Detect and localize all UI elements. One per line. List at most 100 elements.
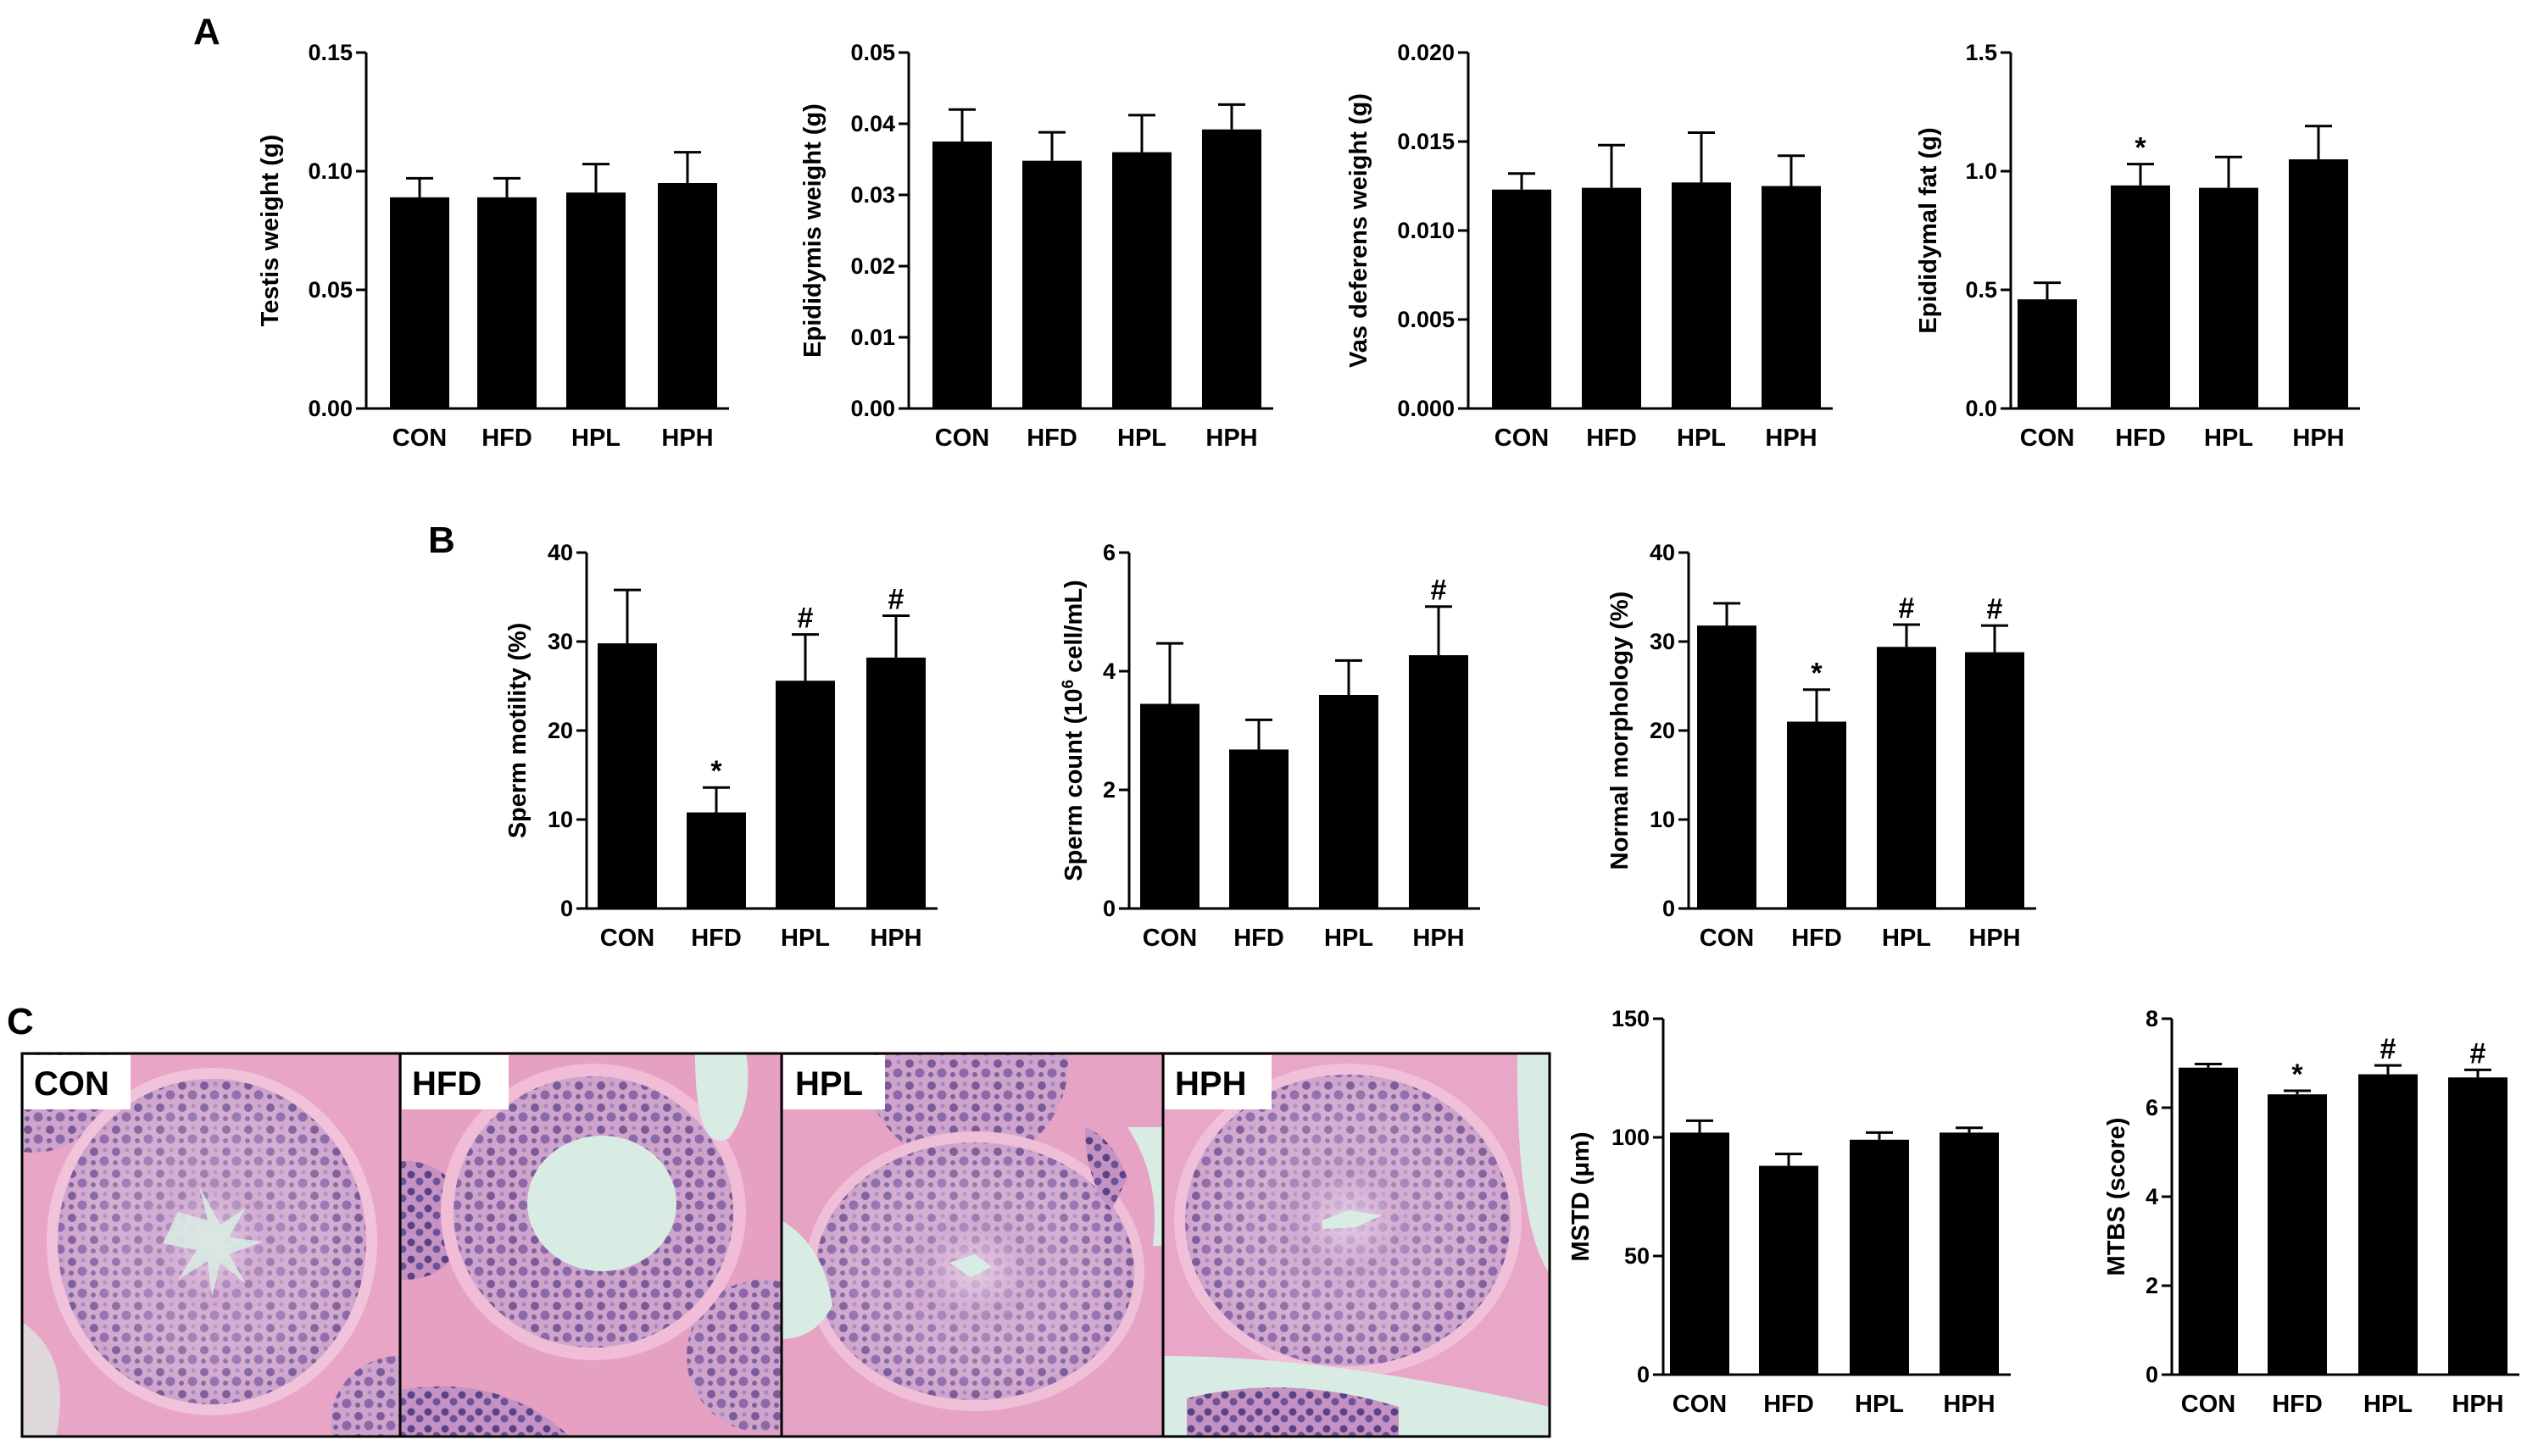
bar-hpl bbox=[1672, 182, 1731, 409]
bar-hpl bbox=[2199, 187, 2258, 408]
significance-marker: * bbox=[2291, 1059, 2303, 1091]
x-tick-label: HPL bbox=[1324, 925, 1373, 952]
y-tick-label: 10 bbox=[1650, 807, 1675, 832]
micrograph-hpl bbox=[782, 1053, 1163, 1437]
y-tick-label: 20 bbox=[548, 718, 573, 743]
y-axis-title: Epididymal fat (g) bbox=[1915, 127, 1942, 333]
x-tick-label: CON bbox=[1673, 1391, 1727, 1418]
significance-marker: # bbox=[2470, 1037, 2486, 1070]
chart-sperm-motility: 0 10 20 30 40 Sperm motility (%) CON * HFD # HPL # H… bbox=[504, 540, 938, 952]
bar-con bbox=[2018, 299, 2077, 408]
significance-marker: # bbox=[1899, 592, 1915, 625]
y-tick-label: 0.000 bbox=[1397, 396, 1455, 421]
panel-letter-a: A bbox=[193, 11, 220, 53]
significance-marker: * bbox=[1811, 658, 1823, 690]
x-tick-label: HPL bbox=[781, 925, 830, 952]
bar-hph bbox=[658, 183, 717, 408]
y-tick-label: 8 bbox=[2146, 1006, 2158, 1031]
y-tick-label: 0.15 bbox=[308, 40, 353, 65]
bar-con bbox=[932, 142, 992, 408]
y-tick-label: 0.020 bbox=[1397, 40, 1455, 65]
chart-epididymal-fat: 0.0 0.5 1.0 1.5 Epididymal fat (g) CON * HFD HPL… bbox=[1915, 40, 2360, 452]
y-tick-label: 0.04 bbox=[850, 111, 895, 136]
significance-marker: # bbox=[1431, 575, 1447, 607]
x-tick-label: CON bbox=[2020, 425, 2074, 452]
y-tick-label: 0.0 bbox=[1965, 396, 1997, 421]
x-tick-label: HFD bbox=[1586, 425, 1637, 452]
y-tick-label: 0 bbox=[1637, 1362, 1650, 1387]
bar-hpl bbox=[1850, 1139, 1909, 1375]
x-tick-label: HFD bbox=[1763, 1391, 1814, 1418]
x-tick-label: HFD bbox=[1791, 925, 1842, 952]
panel-letter-b: B bbox=[428, 520, 455, 561]
bar-con bbox=[1140, 703, 1199, 909]
y-axis-title: Sperm motility (%) bbox=[504, 623, 532, 839]
y-tick-label: 6 bbox=[2146, 1095, 2158, 1120]
x-tick-label: HPH bbox=[1968, 925, 2020, 952]
y-tick-label: 10 bbox=[548, 807, 573, 832]
x-tick-label: HFD bbox=[2115, 425, 2166, 452]
chart-testis-weight: 0.00 0.05 0.10 0.15 Testis weight (g) CON HFD H… bbox=[257, 40, 729, 452]
y-tick-label: 50 bbox=[1624, 1243, 1650, 1269]
y-tick-label: 0.01 bbox=[850, 325, 895, 350]
y-tick-label: 100 bbox=[1611, 1125, 1650, 1150]
bar-hph bbox=[866, 657, 926, 909]
bar-hpl bbox=[1319, 695, 1378, 909]
bar-hfd bbox=[1759, 1165, 1818, 1375]
bar-hfd bbox=[2111, 185, 2170, 409]
micrograph-label-con: CON bbox=[34, 1065, 109, 1103]
bar-hph bbox=[2289, 159, 2348, 408]
y-axis-title: Testis weight (g) bbox=[257, 135, 284, 327]
y-tick-label: 0.03 bbox=[850, 182, 895, 208]
x-tick-label: HPL bbox=[2363, 1391, 2413, 1418]
micrograph-strip: CON HFD HPL HPH bbox=[20, 1052, 1551, 1438]
x-tick-label: CON bbox=[2181, 1391, 2235, 1418]
bar-hfd bbox=[1582, 187, 1641, 408]
bar-hpl bbox=[1112, 152, 1172, 408]
x-tick-label: HPH bbox=[1943, 1391, 1995, 1418]
y-tick-label: 0.10 bbox=[308, 158, 353, 184]
y-tick-label: 0 bbox=[560, 896, 573, 921]
y-tick-label: 150 bbox=[1611, 1006, 1650, 1031]
bar-con bbox=[2179, 1067, 2238, 1375]
x-tick-label: HPH bbox=[1205, 425, 1257, 452]
bar-hph bbox=[1940, 1132, 1999, 1375]
y-tick-label: 0.00 bbox=[850, 396, 895, 421]
y-tick-label: 30 bbox=[1650, 629, 1675, 654]
x-tick-label: HPH bbox=[2452, 1391, 2503, 1418]
y-tick-label: 0.00 bbox=[308, 396, 353, 421]
y-tick-label: 0 bbox=[1103, 896, 1116, 921]
y-tick-label: 6 bbox=[1103, 540, 1116, 565]
significance-marker: * bbox=[2135, 132, 2146, 164]
micrograph-con bbox=[22, 1053, 400, 1437]
x-tick-label: HPL bbox=[1855, 1391, 1904, 1418]
y-tick-label: 4 bbox=[1103, 659, 1116, 684]
significance-marker: # bbox=[798, 603, 814, 635]
y-tick-label: 4 bbox=[2146, 1184, 2158, 1209]
x-tick-label: HPL bbox=[1117, 425, 1166, 452]
bar-hph bbox=[1202, 129, 1261, 408]
chart-normal-morphology: 0 10 20 30 40 Normal morphology (%) CON * HFD # HP… bbox=[1606, 540, 2036, 952]
x-tick-label: HPH bbox=[870, 925, 921, 952]
y-tick-label: 2 bbox=[1103, 777, 1116, 803]
bar-hph bbox=[1965, 652, 2024, 909]
micrograph-hph bbox=[1163, 1053, 1550, 1437]
bar-con bbox=[1492, 189, 1551, 408]
y-tick-label: 0.005 bbox=[1397, 307, 1455, 332]
x-tick-label: HFD bbox=[481, 425, 532, 452]
x-tick-label: HPL bbox=[1677, 425, 1726, 452]
y-tick-label: 0.015 bbox=[1397, 129, 1455, 154]
bar-con bbox=[1670, 1132, 1729, 1375]
micrograph-label-hpl: HPL bbox=[795, 1065, 863, 1103]
x-tick-label: CON bbox=[935, 425, 989, 452]
chart-mstd: 0 50 100 150 MSTD (μm) CON HFD HPL HPH bbox=[1567, 1006, 2011, 1418]
bar-hfd bbox=[1229, 749, 1289, 909]
x-tick-label: HFD bbox=[2272, 1391, 2323, 1418]
micrograph-label-hfd: HFD bbox=[412, 1065, 481, 1103]
bar-hph bbox=[2448, 1077, 2508, 1375]
y-tick-label: 0.02 bbox=[850, 253, 895, 279]
bar-hfd bbox=[687, 812, 746, 909]
significance-marker: * bbox=[710, 755, 722, 787]
y-tick-label: 0.05 bbox=[850, 40, 895, 65]
x-tick-label: HPH bbox=[1412, 925, 1464, 952]
